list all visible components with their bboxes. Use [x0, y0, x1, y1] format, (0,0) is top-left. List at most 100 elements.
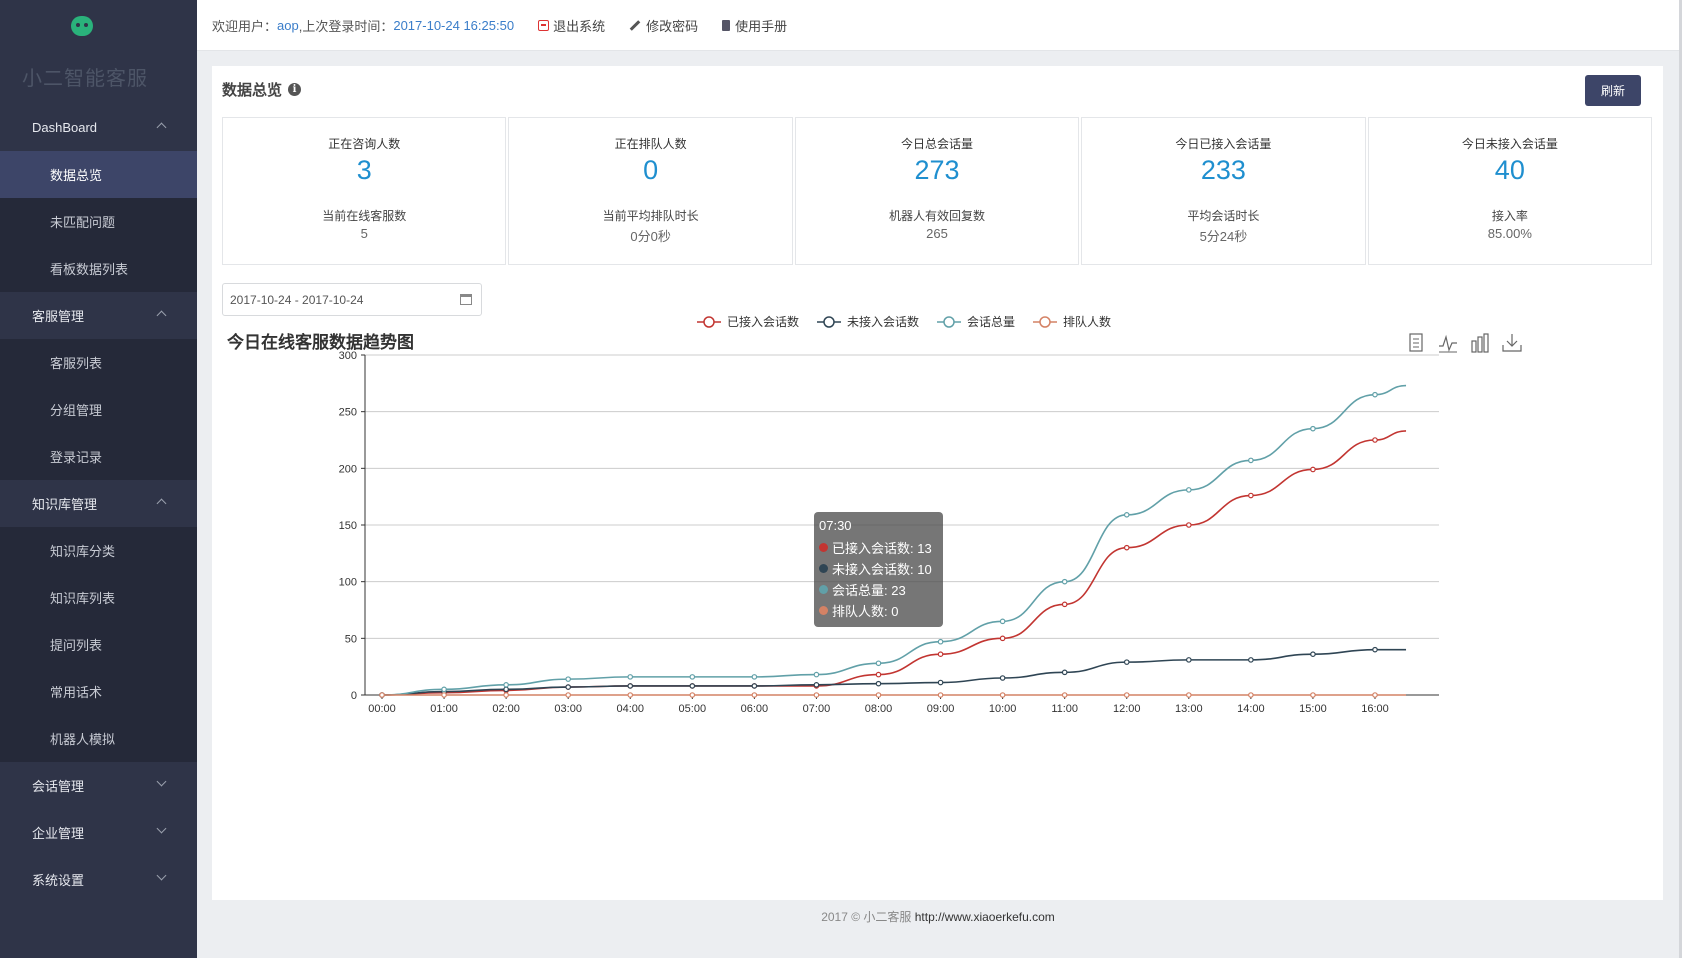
stat-label: 今日已接入会话量: [1175, 137, 1272, 151]
data-point: [1248, 492, 1254, 499]
chart-title: 今日在线客服数据趋势图: [227, 333, 414, 352]
calendar-icon[interactable]: [460, 294, 472, 305]
logout-icon: [538, 19, 550, 31]
series-color-dot: [819, 564, 828, 573]
logout-link[interactable]: 退出系统: [538, 16, 605, 35]
data-point: [937, 651, 944, 658]
stat-card: 今日未接入会话量 40 接入率 85.00%: [1367, 117, 1653, 265]
data-point: [937, 638, 944, 645]
line-chart-icon[interactable]: [1437, 332, 1459, 354]
data-point: [999, 675, 1006, 681]
data-point: [379, 692, 385, 698]
sidebar-item[interactable]: 登录记录: [0, 433, 197, 480]
x-tick-label: 14:00: [1237, 703, 1265, 715]
data-point: [813, 681, 820, 688]
save-image-icon[interactable]: [1501, 332, 1523, 354]
data-point: [503, 692, 509, 698]
data-point: [999, 618, 1006, 625]
sidebar-item[interactable]: 提问列表: [0, 621, 197, 668]
stat-sub-value: 265: [926, 226, 948, 241]
data-point: [1310, 425, 1316, 432]
data-view-icon[interactable]: [1405, 332, 1427, 354]
y-tick-label: 250: [339, 407, 357, 419]
data-point: [1372, 391, 1378, 398]
y-tick-label: 200: [339, 463, 357, 475]
x-tick-label: 02:00: [492, 703, 520, 715]
footer-url[interactable]: http://www.xiaoerkefu.com: [914, 910, 1055, 924]
tooltip-row-label: 排队人数: 0: [832, 604, 899, 619]
sidebar-group[interactable]: 系统设置: [0, 856, 197, 903]
x-tick-label: 06:00: [741, 703, 769, 715]
x-tick-label: 12:00: [1113, 703, 1141, 715]
data-point: [1248, 657, 1254, 663]
data-point: [875, 660, 882, 667]
sidebar-group[interactable]: 客服管理: [0, 292, 197, 339]
x-tick-label: 09:00: [927, 703, 955, 715]
data-point: [813, 671, 820, 678]
data-point: [627, 692, 634, 698]
change-password-link[interactable]: 修改密码: [629, 16, 698, 35]
username: aop: [277, 17, 299, 33]
trend-chart: 0 50 100 150 200 250 300 00:00 01:00 02:00 03:00 04…: [339, 314, 1439, 715]
sidebar-item[interactable]: 数据总览: [0, 151, 197, 198]
data-point: [1372, 646, 1378, 653]
data-point: [689, 674, 696, 680]
sidebar-group[interactable]: 会话管理: [0, 762, 197, 809]
data-point: [875, 680, 882, 687]
sidebar-group-label: 会话管理: [32, 779, 85, 794]
sidebar-group[interactable]: 知识库管理: [0, 480, 197, 527]
x-tick-label: 07:00: [803, 703, 831, 715]
tooltip-row-label: 已接入会话数: 13: [832, 541, 932, 556]
data-point: [1061, 601, 1068, 608]
y-tick-label: 300: [339, 350, 357, 362]
sidebar-item[interactable]: 看板数据列表: [0, 245, 197, 292]
footer: 2017 © 小二客服 http://www.xiaoerkefu.com: [197, 908, 1679, 925]
stat-sub-value: 5: [360, 226, 368, 241]
robot-logo-icon: [71, 16, 93, 36]
data-point: [1186, 487, 1192, 493]
sidebar-group[interactable]: DashBoard: [0, 104, 197, 151]
stat-label: 正在咨询人数: [328, 137, 401, 151]
sidebar-item[interactable]: 知识库分类: [0, 527, 197, 574]
chart-tooltip: 07:30 已接入会话数: 13 未接入会话数: 10 会话总量: 23 排队人数: …: [814, 512, 943, 627]
data-point: [1310, 651, 1316, 658]
x-tick-label: 01:00: [430, 703, 458, 715]
data-point: [1186, 522, 1192, 528]
data-point: [999, 635, 1006, 642]
refresh-button[interactable]: 刷新: [1585, 75, 1641, 106]
data-point: [937, 692, 944, 698]
stat-sub-label: 当前平均排队时长: [602, 209, 699, 223]
x-tick-label: 16:00: [1361, 703, 1389, 715]
sidebar-item[interactable]: 客服列表: [0, 339, 197, 386]
stat-value: 3: [356, 155, 372, 185]
data-point: [503, 686, 509, 693]
stat-sub-label: 机器人有效回复数: [889, 209, 986, 223]
sidebar-item[interactable]: 知识库列表: [0, 574, 197, 621]
sidebar-item[interactable]: 机器人模拟: [0, 715, 197, 762]
data-point: [1123, 544, 1130, 551]
info-icon[interactable]: i: [288, 83, 302, 96]
data-point: [1061, 692, 1068, 698]
sidebar-item[interactable]: 常用话术: [0, 668, 197, 715]
x-tick-label: 04:00: [616, 703, 644, 715]
bar-chart-icon[interactable]: [1469, 332, 1491, 354]
sidebar-item[interactable]: 未匹配问题: [0, 198, 197, 245]
date-range-input[interactable]: 2017-10-24 - 2017-10-24: [222, 283, 482, 316]
stat-sub-label: 当前在线客服数: [322, 209, 407, 223]
stat-card: 正在排队人数 0 当前平均排队时长 0分0秒: [508, 117, 793, 265]
sidebar-group-label: 知识库管理: [32, 497, 98, 512]
data-point: [503, 681, 509, 688]
stat-label: 今日未接入会话量: [1461, 137, 1558, 151]
chevron-down-icon: [156, 870, 167, 881]
x-tick-label: 11:00: [1051, 703, 1078, 715]
sidebar-group[interactable]: 企业管理: [0, 809, 197, 856]
tooltip-row: 排队人数: 0: [819, 600, 938, 621]
manual-link[interactable]: 使用手册: [722, 16, 787, 35]
data-point: [441, 686, 447, 693]
sidebar-item[interactable]: 分组管理: [0, 386, 197, 433]
data-point: [689, 692, 696, 698]
sidebar-group-label: 客服管理: [32, 309, 85, 324]
stat-value: 0: [643, 155, 659, 185]
chevron-down-icon: [156, 776, 167, 787]
stat-card: 今日已接入会话量 233 平均会话时长 5分24秒: [1081, 117, 1366, 265]
